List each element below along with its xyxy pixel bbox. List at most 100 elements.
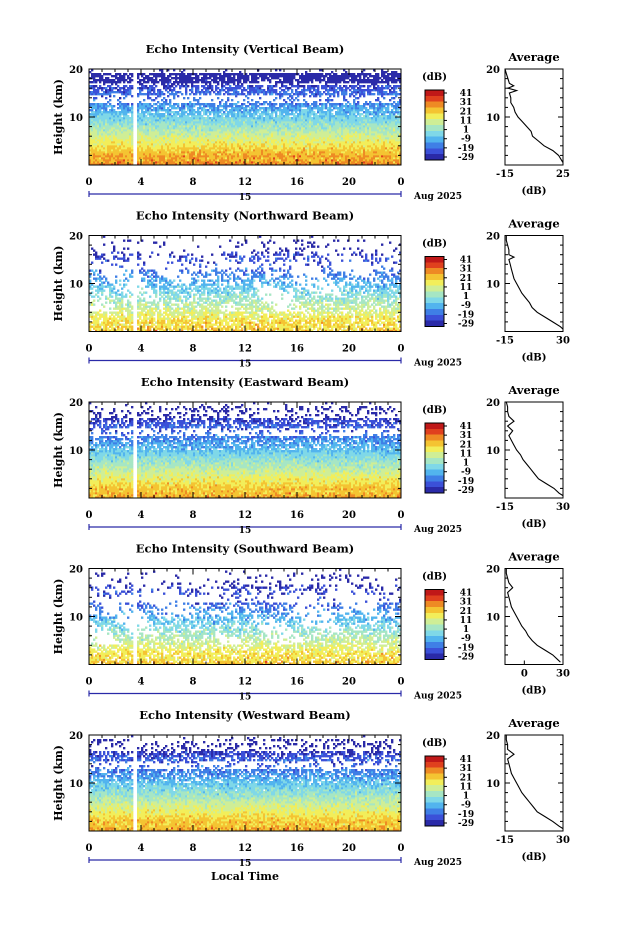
heatmap-cell [193,127,196,130]
heatmap-cell [387,103,390,106]
heatmap-cell [327,93,330,96]
heatmap-cell [261,163,264,166]
heatmap-cell [269,151,272,154]
heatmap-cell [247,131,250,134]
heatmap-cell [239,159,242,162]
heatmap-cell [107,113,110,116]
heatmap-cell [387,137,390,140]
heatmap-cell [169,161,172,164]
heatmap-cell [243,125,246,128]
heatmap-cell [287,155,290,158]
heatmap-cell [327,153,330,156]
heatmap-cell [213,91,216,94]
heatmap-cell [283,125,286,128]
heatmap-cell [273,125,276,128]
heatmap-cell [315,153,318,156]
heatmap-cell [339,137,342,140]
heatmap-cell [207,127,210,130]
heatmap-cell [147,153,150,156]
heatmap-cell [101,141,104,144]
heatmap-cell [195,161,198,164]
heatmap-cell [221,145,224,148]
heatmap-cell [149,131,152,134]
heatmap-cell [329,137,332,140]
heatmap-cell [165,103,168,106]
heatmap-cell [203,111,206,114]
heatmap-cell [175,123,178,126]
heatmap-cell [353,139,356,142]
heatmap-cell [283,123,286,126]
heatmap-cell [365,161,368,164]
heatmap-cell [177,137,180,140]
heatmap-cell [325,111,328,114]
heatmap-cell [171,111,174,114]
heatmap-cell [309,147,312,150]
heatmap-cell [171,151,174,154]
heatmap-cell [91,161,94,164]
heatmap-cell [91,119,94,122]
heatmap-cell [213,127,216,130]
heatmap-cell [173,119,176,122]
heatmap-cell [287,109,290,112]
heatmap-cell [255,143,258,146]
heatmap-cell [273,129,276,132]
heatmap-cell [311,111,314,114]
heatmap-cell [219,163,222,166]
heatmap-cell [257,139,260,142]
heatmap-cell [275,93,278,96]
heatmap-cell [297,141,300,144]
heatmap-cell [373,93,376,96]
heatmap-cell [305,117,308,120]
heatmap-cell [245,123,248,126]
heatmap-cell [141,143,144,146]
heatmap-cell [231,133,234,136]
heatmap-cell [257,125,260,128]
heatmap-cell [163,141,166,144]
heatmap-cell [209,143,212,146]
heatmap-cell [329,111,332,114]
heatmap-cell [203,131,206,134]
heatmap-cell [391,123,394,126]
heatmap-cell [203,125,206,128]
heatmap-cell [223,133,226,136]
heatmap-cell [393,143,396,146]
heatmap-cell [371,139,374,142]
heatmap-cell [99,163,102,166]
heatmap-cell [233,127,236,130]
heatmap-cell [219,137,222,140]
heatmap-cell [335,123,338,126]
heatmap-cell [249,117,252,120]
heatmap-cell [183,143,186,146]
heatmap-cell [113,113,116,116]
heatmap-cell [269,135,272,138]
heatmap-cell [343,109,346,112]
heatmap-cell [377,133,380,136]
heatmap-cell [359,149,362,152]
heatmap-cell [299,123,302,126]
heatmap-cell [393,127,396,130]
heatmap-cell [357,157,360,160]
heatmap-cell [149,107,152,110]
heatmap-cell [239,121,242,124]
heatmap-cell [109,149,112,152]
heatmap-cell [109,129,112,132]
heatmap-cell [315,151,318,154]
heatmap-cell [281,119,284,122]
heatmap-cell [151,143,154,146]
heatmap-cell [263,107,266,110]
heatmap-cell [223,157,226,160]
heatmap-cell [233,157,236,160]
heatmap-cell [275,123,278,126]
heatmap-cell [231,117,234,120]
heatmap-cell [275,127,278,130]
heatmap-cell [217,159,220,162]
heatmap-cell [125,161,128,164]
heatmap-cell [285,113,288,116]
heatmap-cell [249,121,252,124]
heatmap-cell [259,103,262,106]
heatmap-cell [169,101,172,104]
heatmap-cell [185,149,188,152]
heatmap-cell [205,111,208,114]
heatmap-cell [243,113,246,116]
heatmap-cell [325,117,328,120]
